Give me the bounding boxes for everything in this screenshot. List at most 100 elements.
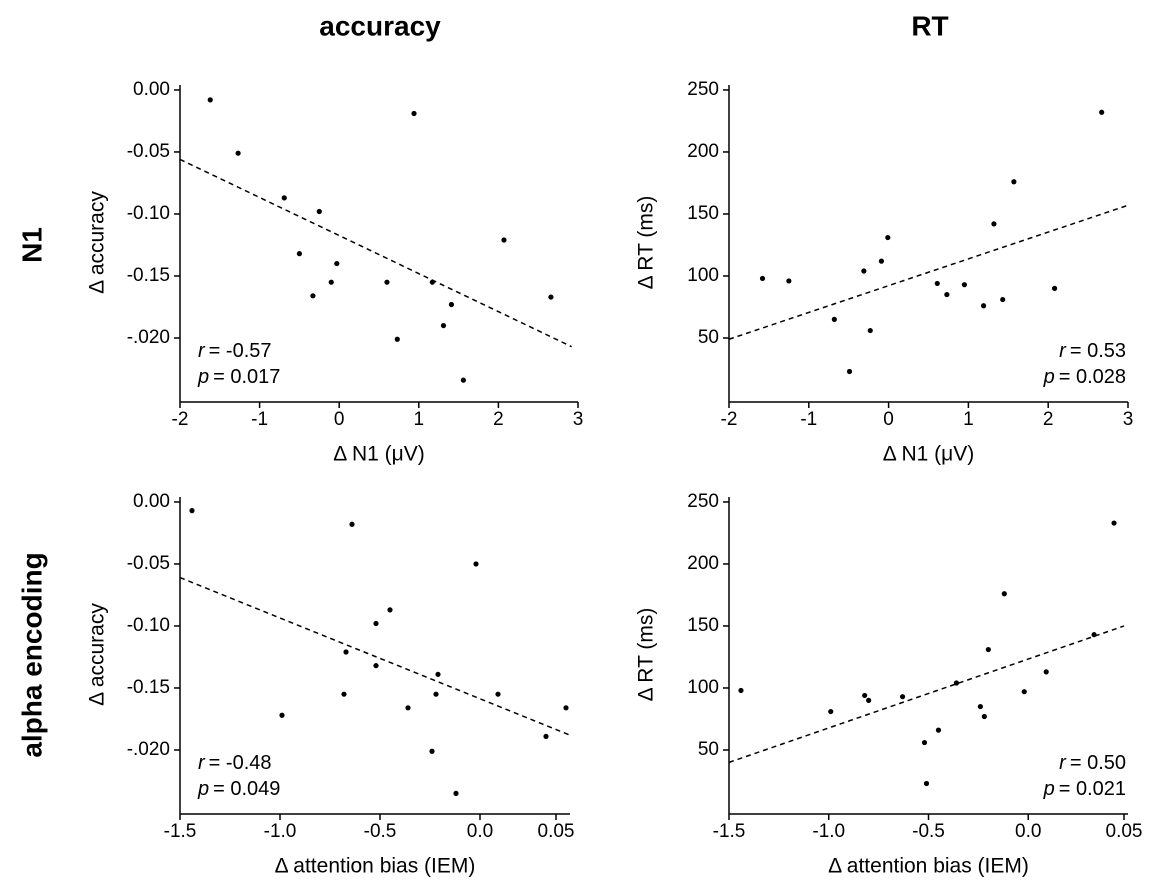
data-point <box>828 708 834 715</box>
stat-symbol: r <box>1059 340 1067 362</box>
y-tick-label: 250 <box>687 491 719 512</box>
data-point <box>1043 669 1049 675</box>
stat-value: = 0.021 <box>1059 778 1126 800</box>
data-point <box>981 713 987 720</box>
data-point <box>861 268 867 274</box>
fit-line <box>179 158 572 348</box>
data-point <box>1099 109 1105 115</box>
y-axis-label: Δ RT (ms) <box>635 608 658 702</box>
data-point <box>934 280 940 287</box>
data-point <box>866 697 872 703</box>
x-tick-label: 0 <box>334 409 345 430</box>
y-tick-label: -0.15 <box>127 677 170 698</box>
data-point <box>1011 179 1017 185</box>
data-point <box>563 705 569 711</box>
data-point <box>384 279 390 285</box>
data-point <box>316 208 322 215</box>
data-point <box>977 703 983 710</box>
data-point <box>862 692 868 699</box>
data-point <box>460 377 466 383</box>
x-tick-label: -2 <box>721 409 738 430</box>
data-point <box>1021 689 1027 695</box>
x-tick-label: 1 <box>963 409 974 430</box>
data-point <box>394 336 400 342</box>
y-tick-label: 50 <box>698 739 719 760</box>
x-tick-label: -1 <box>251 409 268 430</box>
data-point <box>189 508 195 514</box>
x-axis-label: Δ attention bias (IEM) <box>828 855 1029 878</box>
data-point <box>985 646 991 653</box>
y-tick-label: 250 <box>687 79 719 100</box>
data-point <box>759 275 766 282</box>
stat-annotation: p = 0.028 <box>1043 366 1126 388</box>
x-tick-label: -2 <box>172 409 189 430</box>
data-point <box>334 260 340 267</box>
data-point <box>1001 591 1007 597</box>
data-point <box>279 712 285 718</box>
data-point <box>281 195 287 201</box>
x-tick-label: 0.0 <box>467 821 493 842</box>
y-tick-label: 0.00 <box>133 491 170 512</box>
stat-symbol: p <box>197 366 209 388</box>
data-point <box>923 780 930 787</box>
data-point <box>1091 632 1097 638</box>
x-tick-label: 2 <box>1043 409 1054 430</box>
data-point <box>433 691 439 697</box>
stat-value: = -0.57 <box>209 340 272 362</box>
data-point <box>867 327 873 334</box>
x-axis-label: Δ N1 (μV) <box>883 443 974 466</box>
data-point <box>1051 285 1058 291</box>
data-point <box>738 687 744 694</box>
data-point <box>341 691 347 697</box>
data-point <box>343 649 349 655</box>
y-tick-label: -0.10 <box>127 203 170 224</box>
y-tick-label: 50 <box>698 327 719 348</box>
data-point <box>440 322 447 329</box>
stat-annotation: r = -0.48 <box>198 752 272 774</box>
column-title: RT <box>911 10 948 41</box>
data-point <box>543 733 549 739</box>
data-point <box>435 671 441 677</box>
stat-value: = 0.049 <box>213 778 280 800</box>
x-axis-label: Δ attention bias (IEM) <box>275 855 476 878</box>
row-title: alpha encoding <box>16 552 47 757</box>
x-tick-label: -0.5 <box>364 821 397 842</box>
stat-annotation: r = -0.57 <box>198 340 272 362</box>
x-tick-label: 0.0 <box>1015 821 1041 842</box>
data-point <box>991 221 997 227</box>
data-point <box>1111 520 1117 526</box>
x-tick-label: -1.0 <box>812 821 845 842</box>
data-point <box>349 521 355 527</box>
stat-symbol: p <box>197 778 209 800</box>
data-point <box>501 237 507 243</box>
stat-symbol: p <box>1043 366 1055 388</box>
stat-value: = 0.53 <box>1070 340 1126 362</box>
y-tick-label: 200 <box>687 141 719 162</box>
x-tick-label: 3 <box>573 409 584 430</box>
stat-annotation: r = 0.53 <box>1059 340 1126 362</box>
stat-annotation: r = 0.50 <box>1059 752 1126 774</box>
stat-value: = 0.028 <box>1059 366 1126 388</box>
data-point <box>473 561 479 567</box>
stat-symbol: r <box>198 752 206 774</box>
y-tick-label: -0.15 <box>127 265 170 286</box>
data-point <box>961 282 968 288</box>
stat-symbol: r <box>1059 752 1067 774</box>
y-tick-label: 200 <box>687 553 719 574</box>
x-tick-label: -1.0 <box>264 821 297 842</box>
y-axis-label: Δ accuracy <box>86 603 109 706</box>
y-tick-label: -0.05 <box>127 141 170 162</box>
data-point <box>373 663 379 669</box>
stat-symbol: p <box>1043 778 1055 800</box>
x-tick-label: -1.5 <box>164 821 197 842</box>
y-tick-label: -0.10 <box>127 615 170 636</box>
x-tick-label: 0 <box>883 409 894 430</box>
y-tick-label: -.020 <box>127 327 170 348</box>
y-tick-label: -0.05 <box>127 553 170 574</box>
data-point <box>935 727 942 733</box>
data-point <box>429 748 435 754</box>
data-point <box>411 110 417 117</box>
data-point <box>405 705 411 711</box>
data-point <box>207 97 213 103</box>
